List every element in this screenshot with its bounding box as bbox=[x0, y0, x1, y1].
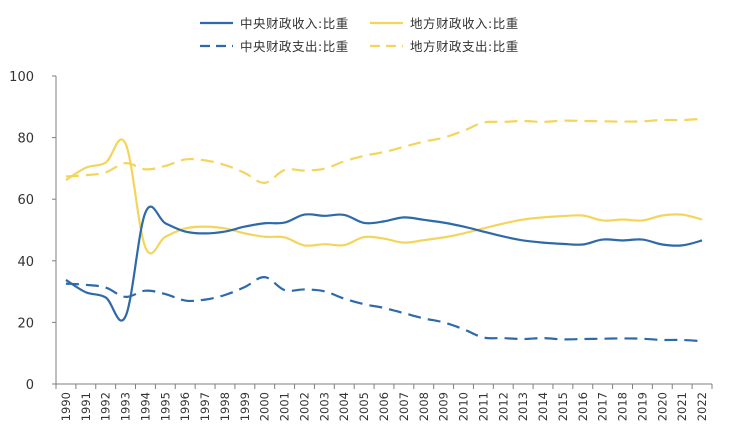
y-axis: 0 20 40 60 80 100 bbox=[9, 70, 57, 393]
x-tick-label: 2010 bbox=[457, 392, 471, 421]
y-tick-label: 40 bbox=[17, 255, 34, 270]
legend-label: 地方财政收入:比重 bbox=[410, 16, 519, 31]
series-line-solid-blue bbox=[65, 205, 703, 322]
x-tick-label: 2022 bbox=[695, 392, 709, 421]
x-tick-label: 2004 bbox=[337, 392, 351, 421]
x-tick-label: 2007 bbox=[397, 392, 411, 421]
x-tick-label: 1994 bbox=[138, 392, 152, 421]
y-tick-label: 100 bbox=[9, 70, 34, 85]
x-tick-label: 2016 bbox=[576, 392, 590, 421]
series-line-dashed-blue bbox=[65, 276, 703, 343]
x-tick-label: 2018 bbox=[616, 392, 630, 421]
x-axis: 1990 1991 1992 1993 1994 1995 1996 1997 1998 1999… bbox=[55, 383, 713, 421]
x-tick-label: 1993 bbox=[119, 392, 133, 421]
x-tick-label: 2005 bbox=[357, 392, 371, 421]
x-tick-label: 2008 bbox=[417, 392, 431, 421]
x-tick-label: 1995 bbox=[158, 392, 172, 421]
x-tick-label: 1991 bbox=[79, 392, 93, 421]
x-tick-label: 1997 bbox=[198, 392, 212, 421]
y-tick-label: 0 bbox=[26, 378, 34, 393]
legend-label: 中央财政支出:比重 bbox=[240, 39, 349, 54]
x-tick-label: 1999 bbox=[238, 392, 252, 421]
x-tick-label: 2020 bbox=[655, 392, 669, 421]
legend-label: 中央财政收入:比重 bbox=[240, 16, 349, 31]
x-tick-label: 1996 bbox=[178, 392, 192, 421]
x-tick-label: 2003 bbox=[317, 392, 331, 421]
x-tick-label: 1992 bbox=[99, 392, 113, 421]
x-tick-label: 2015 bbox=[556, 392, 570, 421]
x-tick-label: 2011 bbox=[476, 392, 490, 421]
x-tick-label: 2002 bbox=[297, 392, 311, 421]
x-tick-label: 2006 bbox=[377, 392, 391, 421]
series-line-dashed-yellow bbox=[65, 117, 703, 184]
legend-label: 地方财政支出:比重 bbox=[410, 39, 519, 54]
x-tick-label: 1998 bbox=[218, 392, 232, 421]
x-tick-label: 2021 bbox=[675, 392, 689, 421]
plot-area bbox=[65, 117, 703, 343]
x-tick-label: 2013 bbox=[516, 392, 530, 421]
y-tick-label: 80 bbox=[17, 132, 34, 147]
x-tick-label: 2017 bbox=[596, 392, 610, 421]
series-line-solid-yellow bbox=[65, 138, 703, 255]
x-tick-label: 2012 bbox=[496, 392, 510, 421]
x-tick-label: 2009 bbox=[437, 392, 451, 421]
x-tick-label: 1990 bbox=[59, 392, 73, 421]
x-tick-label: 2019 bbox=[635, 392, 649, 421]
x-tick-label: 2000 bbox=[258, 392, 272, 421]
x-tick-label: 2014 bbox=[536, 392, 550, 421]
x-tick-label: 2001 bbox=[278, 392, 292, 421]
y-tick-label: 60 bbox=[17, 193, 34, 208]
y-tick-label: 20 bbox=[17, 316, 34, 331]
